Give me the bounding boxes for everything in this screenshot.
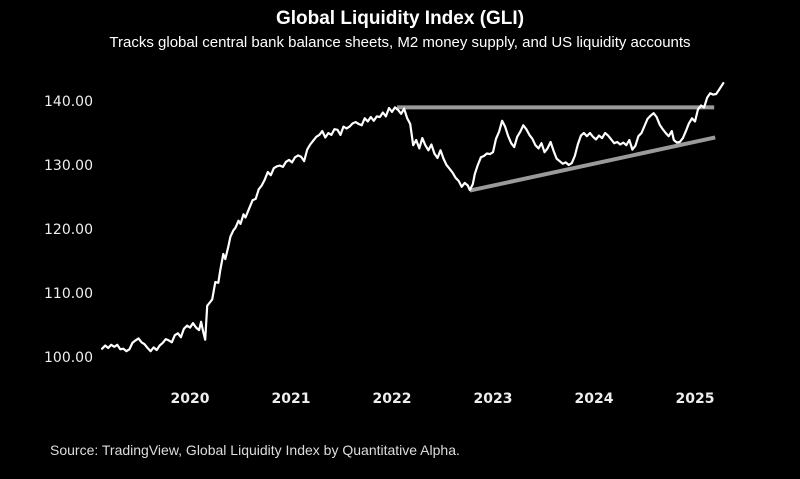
x-tick-label: 2021	[272, 391, 311, 407]
y-tick-label: 110.00	[44, 286, 93, 302]
chart-subtitle: Tracks global central bank balance sheet…	[109, 34, 691, 51]
source-note: Source: TradingView, Global Liquidity In…	[50, 442, 460, 458]
rising-support-line	[469, 135, 716, 193]
y-tick-label: 130.00	[44, 158, 93, 174]
y-axis: 100.00 110.00 120.00 130.00 140.00	[44, 94, 93, 366]
y-tick-label: 100.00	[44, 350, 93, 366]
y-tick-label: 140.00	[44, 94, 93, 110]
series-line-gli	[101, 82, 725, 353]
y-tick-label: 120.00	[44, 222, 93, 238]
series-layer	[101, 82, 725, 353]
x-axis: 2020 2021 2022 2023 2024 2025	[171, 391, 715, 407]
x-tick-label: 2024	[575, 391, 614, 407]
annotations	[397, 105, 716, 193]
x-tick-label: 2025	[676, 391, 715, 407]
chart-title: Global Liquidity Index (GLI)	[275, 8, 525, 29]
x-tick-label: 2023	[474, 391, 513, 407]
x-tick-label: 2020	[171, 391, 210, 407]
x-tick-label: 2022	[373, 391, 412, 407]
